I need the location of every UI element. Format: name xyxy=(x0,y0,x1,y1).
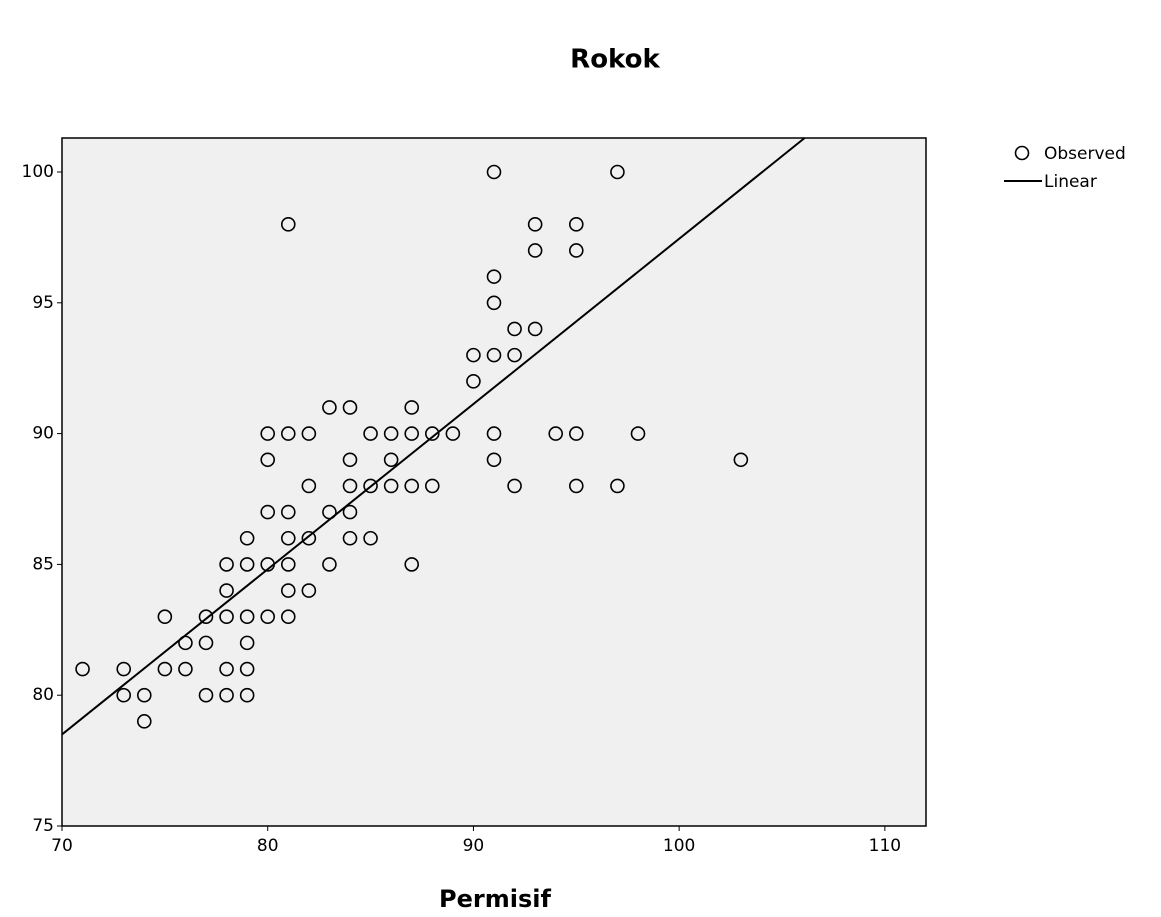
point xyxy=(116,661,132,677)
point xyxy=(280,217,296,232)
point xyxy=(280,426,296,441)
point xyxy=(445,426,461,441)
point xyxy=(424,478,440,494)
point xyxy=(239,661,255,677)
point xyxy=(486,452,502,468)
point xyxy=(630,426,646,441)
point xyxy=(157,609,173,625)
point xyxy=(322,400,337,415)
point xyxy=(198,609,214,625)
point xyxy=(136,687,152,703)
point xyxy=(280,583,296,598)
point xyxy=(219,557,234,572)
point xyxy=(260,452,276,468)
point xyxy=(280,530,296,546)
point xyxy=(301,530,317,546)
point xyxy=(219,661,234,677)
point xyxy=(239,635,255,651)
point xyxy=(568,243,584,258)
point xyxy=(198,635,214,651)
y-tick-label: 100 xyxy=(22,162,54,182)
point xyxy=(466,347,481,363)
point xyxy=(260,426,276,441)
point xyxy=(548,426,564,441)
point xyxy=(219,609,234,625)
point xyxy=(404,557,420,572)
y-tick-label: 75 xyxy=(32,816,54,836)
point xyxy=(486,269,502,284)
point xyxy=(383,478,399,494)
point xyxy=(239,557,255,572)
y-tick-label: 85 xyxy=(32,554,54,574)
x-axis-label: Permisif xyxy=(439,885,551,913)
point xyxy=(342,530,358,546)
point xyxy=(527,321,543,337)
point xyxy=(219,583,234,598)
point xyxy=(568,478,584,494)
point xyxy=(733,452,749,468)
plot-area xyxy=(61,137,927,827)
point xyxy=(610,164,625,180)
point xyxy=(260,504,276,520)
point xyxy=(198,687,214,703)
point xyxy=(486,347,502,363)
point xyxy=(424,426,440,441)
point xyxy=(239,530,255,546)
point xyxy=(486,295,502,311)
point xyxy=(260,609,276,625)
y-tick-label: 90 xyxy=(32,424,54,444)
point xyxy=(301,426,317,441)
chart-title: Rokok xyxy=(570,45,660,75)
point xyxy=(363,478,378,494)
point xyxy=(568,217,584,232)
point xyxy=(239,609,255,625)
point xyxy=(342,452,358,468)
point xyxy=(280,609,296,625)
point xyxy=(610,478,625,494)
point xyxy=(116,687,132,703)
point xyxy=(280,557,296,572)
legend-marker xyxy=(1014,145,1030,161)
point xyxy=(507,347,522,363)
point xyxy=(301,583,317,598)
point xyxy=(239,687,255,703)
point xyxy=(527,243,543,258)
point xyxy=(383,452,399,468)
x-tick-label: 90 xyxy=(463,836,485,856)
point xyxy=(342,400,358,415)
point xyxy=(404,478,420,494)
point xyxy=(342,478,358,494)
point xyxy=(507,478,522,494)
y-tick-label: 80 xyxy=(32,685,54,705)
point xyxy=(178,661,193,677)
point xyxy=(136,714,152,729)
point xyxy=(507,321,522,337)
legend-label: Linear xyxy=(1044,172,1097,192)
point xyxy=(322,557,337,572)
point xyxy=(301,478,317,494)
point xyxy=(486,164,502,180)
point xyxy=(363,530,378,546)
point xyxy=(527,217,543,232)
point xyxy=(157,661,173,677)
point xyxy=(280,504,296,520)
x-tick-label: 70 xyxy=(51,836,73,856)
x-tick-label: 80 xyxy=(257,836,279,856)
point xyxy=(219,687,234,703)
point xyxy=(568,426,584,441)
y-tick-label: 95 xyxy=(32,293,54,313)
point xyxy=(486,426,502,441)
fit-line xyxy=(61,137,806,736)
point xyxy=(363,426,378,441)
point xyxy=(466,373,481,389)
x-tick-label: 110 xyxy=(869,836,901,856)
point xyxy=(383,426,399,441)
x-tick-label: 100 xyxy=(663,836,695,856)
point xyxy=(342,504,358,520)
point xyxy=(404,400,420,415)
legend-label: Observed xyxy=(1044,144,1126,164)
point xyxy=(75,661,90,677)
point xyxy=(404,426,420,441)
